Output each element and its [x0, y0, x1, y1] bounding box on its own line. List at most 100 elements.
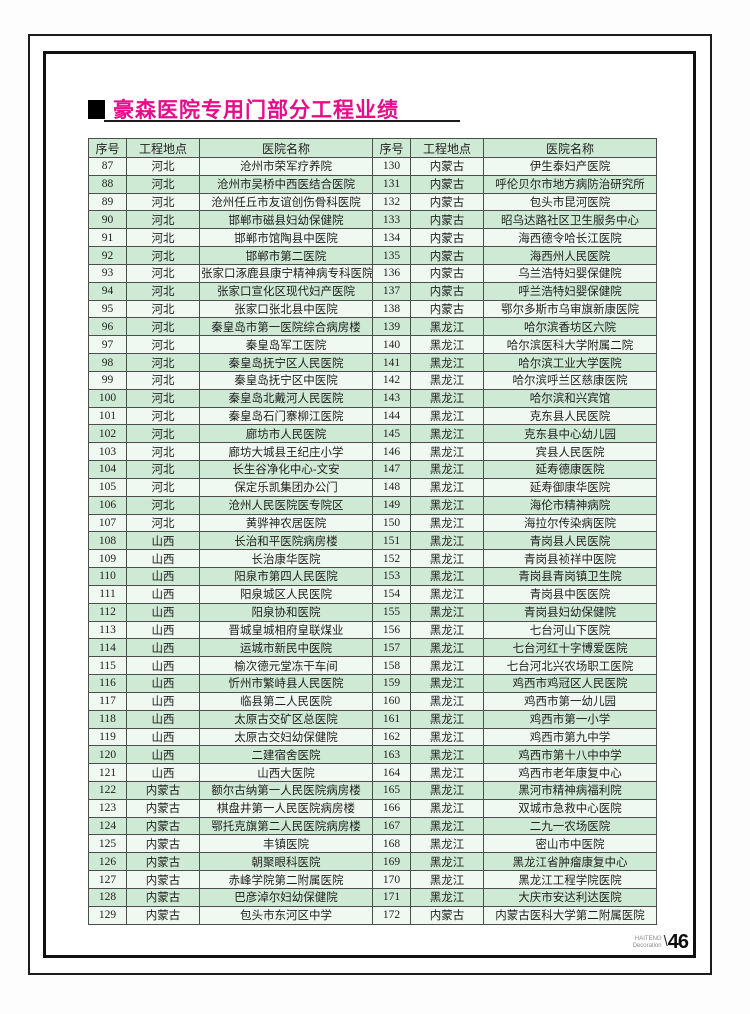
location-cell: 河北: [126, 246, 200, 265]
serial-cell: 99: [88, 370, 127, 390]
location-cell: 黑龙江: [410, 477, 484, 497]
serial-cell: 136: [372, 263, 411, 283]
table-row: 126 内蒙古 朝聚眼科医院 169 黑龙江 黑龙江省肿瘤康复中心: [88, 852, 657, 872]
serial-cell: 121: [88, 763, 127, 782]
location-cell: 河北: [126, 281, 200, 301]
col-header-serial-left: 序号: [88, 138, 127, 158]
hospital-name-cell: 延寿御康华医院: [483, 477, 657, 497]
hospital-name-cell: 伊生泰妇产医院: [483, 157, 657, 176]
serial-cell: 92: [88, 246, 127, 265]
serial-cell: 103: [88, 442, 127, 462]
hospital-name-cell: 延寿德康医院: [483, 460, 657, 479]
hospital-name-cell: 张家口宣化区现代妇产医院: [199, 281, 373, 301]
location-cell: 内蒙古: [126, 780, 200, 800]
location-cell: 黑龙江: [410, 513, 484, 533]
hospital-name-cell: 丰镇医院: [199, 834, 373, 854]
table-row: 113 山西 晋城皇城相府皇联煤业 156 黑龙江 七台河山下医院: [88, 620, 657, 640]
hospital-name-cell: 沧州市荣军疗养院: [199, 157, 373, 176]
hospital-name-cell: 克东县中心幼儿园: [483, 424, 657, 444]
location-cell: 内蒙古: [410, 228, 484, 248]
hospital-name-cell: 黑河市精神病福利院: [483, 780, 657, 800]
location-cell: 黑龙江: [410, 620, 484, 640]
hospital-name-cell: 青岗县妇幼保健院: [483, 602, 657, 622]
serial-cell: 142: [372, 370, 411, 390]
serial-cell: 113: [88, 620, 127, 640]
serial-cell: 117: [88, 691, 127, 711]
hospital-name-cell: 沧州任丘市友谊创伤骨科医院: [199, 192, 373, 212]
serial-cell: 144: [372, 406, 411, 426]
location-cell: 山西: [126, 620, 200, 640]
hospital-name-cell: 鄂尔多斯市乌审旗新康医院: [483, 299, 657, 319]
serial-cell: 96: [88, 317, 127, 337]
hospital-name-cell: 忻州市繁峙县人民医院: [199, 674, 373, 693]
location-cell: 黑龙江: [410, 317, 484, 337]
serial-cell: 126: [88, 852, 127, 872]
location-cell: 黑龙江: [410, 852, 484, 872]
location-cell: 内蒙古: [126, 887, 200, 907]
hospital-name-cell: 张家口张北县中医院: [199, 299, 373, 319]
location-cell: 内蒙古: [126, 852, 200, 872]
hospital-name-cell: 包头市昆河医院: [483, 192, 657, 212]
table-row: 92 河北 邯郸市第二医院 135 内蒙古 海西州人民医院: [88, 246, 657, 265]
location-cell: 黑龙江: [410, 656, 484, 676]
table-row: 104 河北 长生谷净化中心-文安 147 黑龙江 延寿德康医院: [88, 460, 657, 479]
serial-cell: 90: [88, 210, 127, 230]
serial-cell: 170: [372, 870, 411, 889]
serial-cell: 132: [372, 192, 411, 212]
hospital-name-cell: 保定乐凯集团办公门: [199, 477, 373, 497]
table-row: 124 内蒙古 鄂托克旗第二人民医院病房楼 167 黑龙江 二九一农场医院: [88, 816, 657, 836]
serial-cell: 104: [88, 460, 127, 479]
serial-cell: 143: [372, 388, 411, 408]
location-cell: 黑龙江: [410, 870, 484, 889]
table-row: 119 山西 太原古交妇幼保健院 162 黑龙江 鸡西市第九中学: [88, 727, 657, 747]
serial-cell: 124: [88, 816, 127, 836]
table-row: 96 河北 秦皇岛市第一医院综合病房楼 139 黑龙江 哈尔滨香坊区六院: [88, 317, 657, 337]
location-cell: 河北: [126, 495, 200, 515]
location-cell: 河北: [126, 335, 200, 355]
hospital-name-cell: 廊坊大城县王纪庄小学: [199, 442, 373, 462]
location-cell: 黑龙江: [410, 887, 484, 907]
location-cell: 河北: [126, 370, 200, 390]
serial-cell: 146: [372, 442, 411, 462]
hospital-name-cell: 棋盘井第一人民医院病房楼: [199, 798, 373, 818]
table-row: 114 山西 运城市新民中医院 157 黑龙江 七台河红十字博爱医院: [88, 638, 657, 658]
table-row: 89 河北 沧州任丘市友谊创伤骨科医院 132 内蒙古 包头市昆河医院: [88, 192, 657, 212]
serial-cell: 130: [372, 157, 411, 176]
table-row: 111 山西 阳泉城区人民医院 154 黑龙江 青岗县中医医院: [88, 584, 657, 604]
serial-cell: 112: [88, 602, 127, 622]
table-row: 128 内蒙古 巴彦淖尔妇幼保健院 171 黑龙江 大庆市安达利达医院: [88, 887, 657, 907]
projects-table: 序号 工程地点 医院名称 序号 工程地点 医院名称 87 河北 沧州市荣军疗养院 13…: [88, 138, 657, 926]
serial-cell: 164: [372, 763, 411, 782]
serial-cell: 172: [372, 905, 411, 926]
serial-cell: 169: [372, 852, 411, 872]
hospital-name-cell: 七台河北兴农场职工医院: [483, 656, 657, 676]
serial-cell: 166: [372, 798, 411, 818]
col-header-location-right: 工程地点: [410, 138, 484, 158]
brand-line1: HAITENG: [634, 935, 662, 942]
serial-cell: 101: [88, 406, 127, 426]
hospital-name-cell: 鸡西市第九中学: [483, 727, 657, 747]
table-row: 108 山西 长治和平医院病房楼 151 黑龙江 青岗县人民医院: [88, 531, 657, 551]
location-cell: 河北: [126, 406, 200, 426]
hospital-name-cell: 秦皇岛军工医院: [199, 335, 373, 355]
location-cell: 黑龙江: [410, 442, 484, 462]
hospital-name-cell: 七台河红十字博爱医院: [483, 638, 657, 658]
hospital-name-cell: 克东县人民医院: [483, 406, 657, 426]
table-row: 88 河北 沧州市吴桥中西医结合医院 131 内蒙古 呼伦贝尔市地方病防治研究所: [88, 174, 657, 194]
location-cell: 黑龙江: [410, 353, 484, 372]
serial-cell: 152: [372, 549, 411, 569]
hospital-name-cell: 沧州人民医院医专院区: [199, 495, 373, 515]
serial-cell: 155: [372, 602, 411, 622]
hospital-name-cell: 长治和平医院病房楼: [199, 531, 373, 551]
location-cell: 黑龙江: [410, 460, 484, 479]
serial-cell: 88: [88, 174, 127, 194]
serial-cell: 128: [88, 887, 127, 907]
location-cell: 黑龙江: [410, 834, 484, 854]
location-cell: 内蒙古: [410, 174, 484, 194]
hospital-name-cell: 双城市急救中心医院: [483, 798, 657, 818]
hospital-name-cell: 宾县人民医院: [483, 442, 657, 462]
serial-cell: 107: [88, 513, 127, 533]
serial-cell: 171: [372, 887, 411, 907]
location-cell: 山西: [126, 727, 200, 747]
location-cell: 山西: [126, 763, 200, 782]
